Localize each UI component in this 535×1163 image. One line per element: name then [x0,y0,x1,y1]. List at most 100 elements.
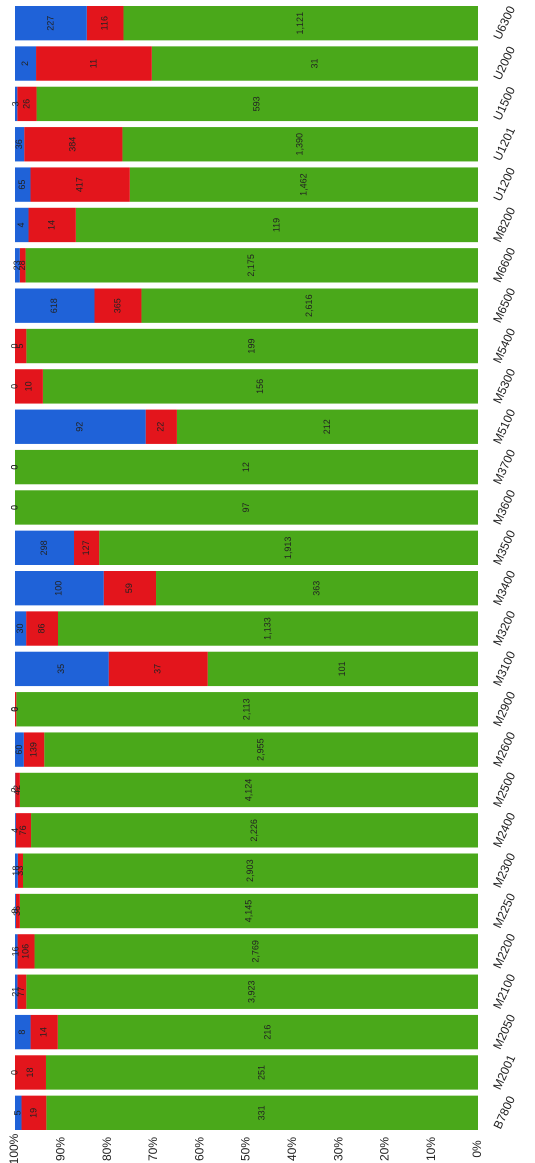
data-label: 19 [28,1108,38,1118]
y-tick-label: 100% [7,1133,21,1163]
data-label: 4 [10,828,20,833]
data-label: 1,913 [283,537,293,560]
x-tick-label: M2400 [490,810,518,849]
x-tick-label: M3500 [490,528,518,567]
bar-segment [34,934,478,969]
data-label: 5 [15,344,25,349]
bar-segment [19,893,478,929]
bar-segment [15,369,43,404]
bar-segment [141,288,479,323]
x-tick-label: M3200 [490,608,518,647]
data-label: 26 [21,99,31,109]
x-tick-label: M8200 [490,205,518,244]
bar-segment [15,813,16,848]
data-label: 0 [9,465,19,470]
bar-segment [15,611,27,646]
y-tick-label: 60% [192,1137,206,1161]
bar-segment [156,570,478,606]
data-label: 100 [54,581,64,596]
bar-segment [15,127,25,162]
bar-segment [36,46,152,81]
bar-segment [15,813,32,848]
bar-segment [15,692,17,727]
data-label: 2 [9,787,19,792]
bar-segment [24,127,123,162]
data-label: 227 [45,16,55,31]
data-label: 37 [153,664,163,674]
bar-segment [15,893,20,929]
data-label: 251 [256,1065,266,1080]
y-tick-label: 20% [378,1137,392,1161]
bar-segment [30,167,130,202]
bar-segment [15,1095,22,1130]
data-label: 298 [39,540,49,555]
y-tick-label: 80% [100,1137,114,1161]
x-tick-label: M2600 [490,729,518,768]
x-tick-label: M2050 [490,1012,518,1051]
y-tick-label: 70% [146,1137,160,1161]
bar-segment [36,86,478,122]
bar-segment [15,490,478,525]
data-label: 116 [100,16,110,30]
bar-segment [25,248,478,283]
data-label: 18 [11,866,21,876]
bar-segment [17,934,35,969]
y-tick-label: 50% [239,1137,253,1161]
data-label: 42 [12,785,22,795]
data-label: 2,903 [245,859,255,882]
x-tick-label: U1500 [490,84,518,122]
data-label: 199 [247,339,257,354]
data-label: 1,121 [295,12,305,35]
bar-segment [26,328,478,364]
data-label: 2,616 [304,294,314,317]
data-label: 22 [156,422,166,432]
x-tick-label: U6300 [490,4,518,42]
bar-segment [15,248,20,283]
bar-segment [15,449,478,485]
y-tick-label: 10% [424,1137,438,1161]
bar-segment [15,86,18,122]
bar-segment [207,651,478,687]
data-label: 127 [81,540,91,555]
bar-segment [122,127,478,162]
bar-segment [15,732,24,767]
bar-segment [45,1055,478,1090]
bar-segment [86,6,124,41]
bar-segment [15,207,29,243]
bar-segment [17,86,37,122]
data-label: 8 [17,1030,27,1035]
bar-segment [58,611,479,646]
x-tick-label: M3100 [490,649,518,688]
bar-segment [75,207,478,243]
y-tick-label: 90% [53,1137,67,1161]
x-tick-label: M5400 [490,326,518,365]
bar-segment [15,772,20,808]
bar-segment [28,207,76,243]
data-label: 2 [20,61,30,66]
data-label: 618 [49,298,59,313]
data-label: 0 [9,505,19,510]
x-tick-label: M6500 [490,285,518,324]
x-tick-label: U1200 [490,165,518,203]
bar-segment [99,530,478,565]
bar-segment [57,1014,479,1050]
data-label: 417 [75,177,85,192]
data-label: 6 [10,707,20,712]
bar-segment [19,772,478,808]
data-label: 86 [36,624,46,634]
data-label: 97 [241,502,251,512]
y-tick-label: 0% [470,1140,484,1158]
data-label: 1,462 [298,173,308,196]
data-label: 16 [11,946,21,956]
data-label: 2,113 [242,698,252,720]
x-tick-label: M2200 [490,931,518,970]
bar-segment [94,288,142,323]
bar-segment [19,248,26,283]
x-tick-label: M5300 [490,366,518,405]
bar-segment [103,570,157,606]
data-label: 2,955 [255,738,265,761]
bar-segment [42,369,478,404]
bar-segment [21,1095,47,1130]
bar-segment [15,46,37,81]
data-label: 76 [18,825,28,835]
